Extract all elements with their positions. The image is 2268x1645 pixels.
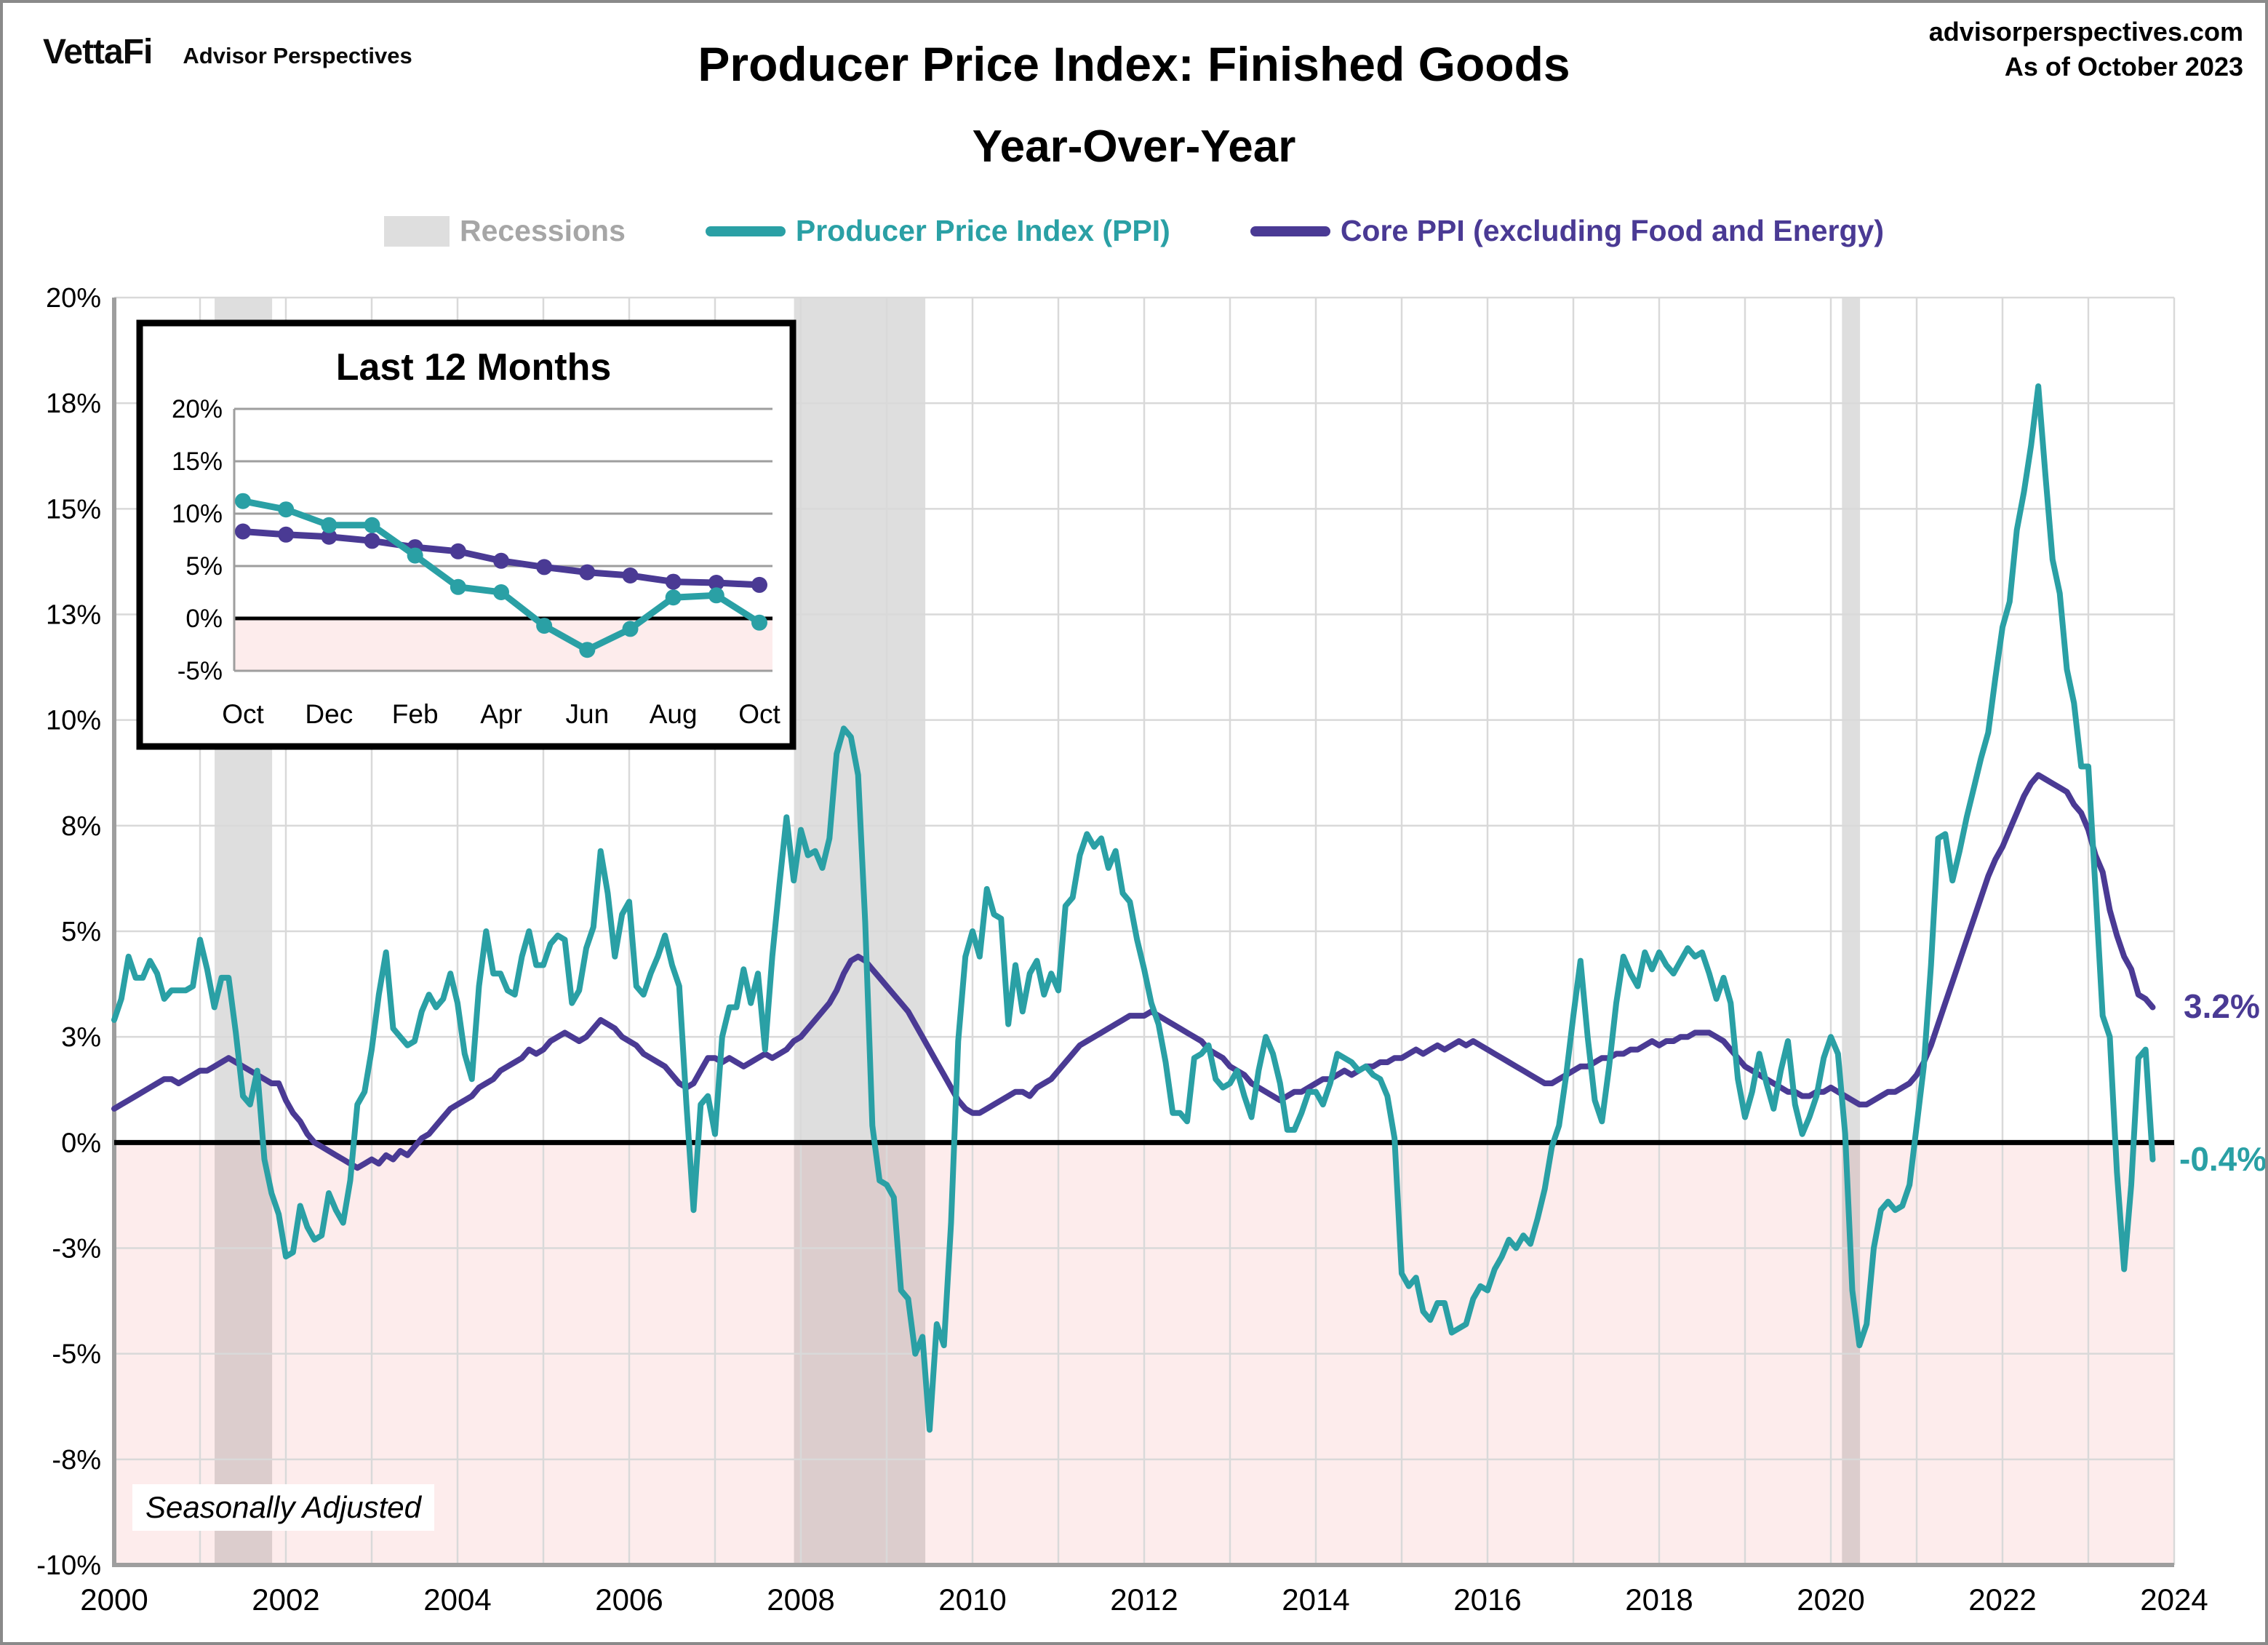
inset-title: Last 12 Months	[336, 346, 612, 389]
svg-text:0%: 0%	[61, 1128, 101, 1158]
vettafi-logo-text: VettaFi	[43, 33, 153, 71]
svg-text:2022: 2022	[1968, 1582, 2036, 1617]
svg-text:2018: 2018	[1625, 1582, 1693, 1617]
chart-legend: Recessions Producer Price Index (PPI) Co…	[3, 214, 2265, 248]
svg-text:2020: 2020	[1797, 1582, 1864, 1617]
svg-text:18%: 18%	[46, 389, 101, 419]
axes	[112, 298, 2174, 1567]
core-ppi-end-value-label: 3.2%	[2184, 987, 2260, 1025]
svg-text:Feb: Feb	[392, 699, 439, 729]
legend-recessions-label: Recessions	[459, 214, 626, 247]
svg-text:10%: 10%	[172, 500, 223, 528]
svg-text:2010: 2010	[938, 1582, 1006, 1617]
seasonally-adjusted-note: Seasonally Adjusted	[132, 1484, 435, 1531]
svg-text:15%: 15%	[46, 494, 101, 525]
svg-text:-8%: -8%	[52, 1445, 101, 1475]
svg-text:20%: 20%	[46, 283, 101, 314]
svg-text:8%: 8%	[61, 811, 101, 842]
svg-text:-3%: -3%	[52, 1234, 101, 1264]
svg-text:0%: 0%	[185, 605, 223, 633]
inset-chart: 20% 15% 10% 5% 0% -5% Oct Dec Feb Apr Jun Aug Oct Las…	[136, 319, 796, 750]
svg-text:-5%: -5%	[52, 1339, 101, 1370]
svg-text:2008: 2008	[767, 1582, 834, 1617]
svg-text:20%: 20%	[172, 395, 223, 423]
svg-text:2004: 2004	[423, 1582, 491, 1617]
legend-core-ppi-label: Core PPI (excluding Food and Energy)	[1340, 214, 1885, 247]
chart-title: Producer Price Index: Finished Goods	[698, 37, 1570, 91]
svg-text:Apr: Apr	[480, 699, 522, 729]
svg-text:Aug: Aug	[650, 699, 698, 729]
svg-text:13%: 13%	[46, 600, 101, 631]
y-axis-labels: 20% 18% 15% 13% 10% 8% 5% 3% 0% -3% -5% -8% -10%	[36, 283, 101, 1581]
svg-text:2002: 2002	[252, 1582, 319, 1617]
core-ppi-line-swatch-icon	[1250, 226, 1330, 236]
as-of-date: As of October 2023	[2004, 52, 2243, 81]
advisor-perspectives-logo-text: Advisor Perspectives	[183, 43, 412, 68]
svg-text:2006: 2006	[595, 1582, 663, 1617]
chart-subtitle: Year-Over-Year	[972, 122, 1296, 172]
svg-text:-10%: -10%	[36, 1550, 101, 1581]
svg-text:15%: 15%	[172, 447, 223, 476]
svg-text:Oct: Oct	[738, 699, 780, 729]
legend-item-ppi: Producer Price Index (PPI)	[705, 214, 1170, 248]
source-block: advisorperspectives.com As of October 20…	[1929, 15, 2243, 84]
recession-swatch-icon	[383, 215, 450, 247]
ppi-end-value-label: -0.4%	[2179, 1140, 2267, 1178]
svg-text:3%: 3%	[61, 1022, 101, 1053]
svg-text:2016: 2016	[1453, 1582, 1521, 1617]
svg-text:-5%: -5%	[177, 657, 223, 685]
svg-text:2000: 2000	[80, 1582, 148, 1617]
svg-text:2024: 2024	[2140, 1582, 2208, 1617]
legend-item-recessions: Recessions	[383, 214, 626, 248]
svg-text:5%: 5%	[61, 917, 101, 947]
svg-text:10%: 10%	[46, 706, 101, 736]
ppi-line	[111, 383, 2156, 1433]
vettafi-logo: VettaFi Advisor Perspectives	[43, 32, 412, 72]
source-url: advisorperspectives.com	[1928, 17, 2243, 47]
legend-ppi-label: Producer Price Index (PPI)	[795, 214, 1170, 247]
core-ppi-line	[111, 772, 2156, 1171]
legend-item-core: Core PPI (excluding Food and Energy)	[1250, 214, 1884, 248]
svg-text:Dec: Dec	[305, 699, 353, 729]
main-chart-svg: 20% 18% 15% 13% 10% 8% 5% 3% 0% -3% -5% -8% -10%2000…	[36, 283, 2208, 1617]
x-axis-labels: 2000 2002 2004 2006 2008 2010 2012 2014 2016 2018…	[80, 1582, 2208, 1617]
svg-text:Jun: Jun	[566, 699, 610, 729]
svg-text:Oct: Oct	[222, 699, 264, 729]
svg-text:5%: 5%	[185, 552, 223, 581]
svg-text:2014: 2014	[1282, 1582, 1349, 1617]
ppi-line-swatch-icon	[705, 226, 786, 236]
svg-text:2012: 2012	[1110, 1582, 1178, 1617]
